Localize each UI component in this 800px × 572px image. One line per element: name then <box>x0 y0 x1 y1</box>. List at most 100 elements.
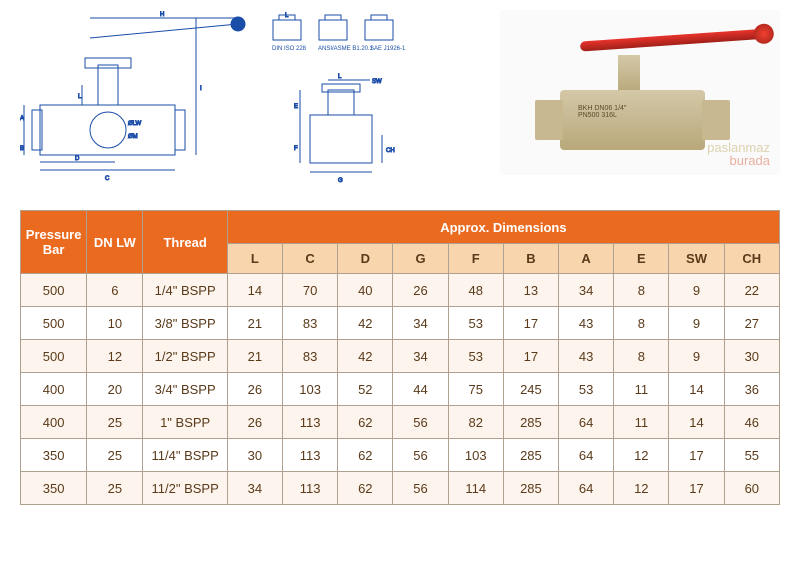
table-cell: 17 <box>669 472 724 505</box>
table-cell: 13 <box>503 274 558 307</box>
col-dimensions: Approx. Dimensions <box>227 211 779 244</box>
table-cell: 21 <box>227 340 282 373</box>
table-cell: 21 <box>227 307 282 340</box>
table-cell: 26 <box>227 406 282 439</box>
table-cell: 9 <box>669 274 724 307</box>
table-row: 400203/4" BSPP2610352447524553111436 <box>21 373 780 406</box>
valve-engraving: BKH DN06 1/4"PN500 316L <box>578 105 626 119</box>
col-ch: CH <box>724 244 779 274</box>
table-cell: 8 <box>614 307 669 340</box>
table-cell: 44 <box>393 373 448 406</box>
table-cell: 56 <box>393 439 448 472</box>
table-cell: 70 <box>283 274 338 307</box>
svg-text:CH: CH <box>386 148 395 154</box>
table-cell: 8 <box>614 340 669 373</box>
table-cell: 12 <box>614 472 669 505</box>
table-cell: 103 <box>448 439 503 472</box>
table-cell: 25 <box>87 472 143 505</box>
table-cell: 11/4" BSPP <box>143 439 227 472</box>
table-cell: 285 <box>503 472 558 505</box>
col-l: L <box>227 244 282 274</box>
col-a: A <box>559 244 614 274</box>
svg-text:L: L <box>285 13 289 19</box>
table-cell: 9 <box>669 340 724 373</box>
table-cell: 12 <box>87 340 143 373</box>
table-cell: 113 <box>283 472 338 505</box>
col-g: G <box>393 244 448 274</box>
table-cell: 46 <box>724 406 779 439</box>
table-cell: 40 <box>338 274 393 307</box>
table-cell: 400 <box>21 373 87 406</box>
diagram-area: H C D A B L ØLW ØM I L DIN ISO 228 ANSI/… <box>0 0 800 205</box>
table-cell: 34 <box>559 274 614 307</box>
table-cell: 3/4" BSPP <box>143 373 227 406</box>
table-row: 500103/8" BSPP218342345317438927 <box>21 307 780 340</box>
svg-text:D: D <box>75 156 80 162</box>
table-cell: 350 <box>21 439 87 472</box>
table-cell: 82 <box>448 406 503 439</box>
table-cell: 62 <box>338 406 393 439</box>
table-cell: 1" BSPP <box>143 406 227 439</box>
table-cell: 56 <box>393 406 448 439</box>
table-header: Pressure Bar DN LW Thread Approx. Dimens… <box>21 211 780 274</box>
table-cell: 500 <box>21 274 87 307</box>
table-cell: 25 <box>87 439 143 472</box>
table-cell: 14 <box>227 274 282 307</box>
valve-handle <box>580 28 770 51</box>
table-cell: 53 <box>559 373 614 406</box>
thread-std-2: ANSI/ASME B1.20.1 <box>318 46 374 52</box>
table-cell: 30 <box>227 439 282 472</box>
table-cell: 500 <box>21 340 87 373</box>
table-cell: 64 <box>559 406 614 439</box>
table-cell: 14 <box>669 373 724 406</box>
table-cell: 17 <box>669 439 724 472</box>
table-row: 400251" BSPP2611362568228564111446 <box>21 406 780 439</box>
table-cell: 34 <box>227 472 282 505</box>
table-cell: 103 <box>283 373 338 406</box>
svg-text:F: F <box>294 146 298 152</box>
valve-stem <box>618 55 640 93</box>
table-cell: 60 <box>724 472 779 505</box>
table-row: 50061/4" BSPP147040264813348922 <box>21 274 780 307</box>
table-cell: 62 <box>338 439 393 472</box>
col-c: C <box>283 244 338 274</box>
table-cell: 3/8" BSPP <box>143 307 227 340</box>
table-cell: 56 <box>393 472 448 505</box>
table-cell: 64 <box>559 439 614 472</box>
table-cell: 43 <box>559 307 614 340</box>
svg-text:I: I <box>200 86 202 92</box>
thread-std-3: SAE J1926-1 <box>370 46 406 52</box>
col-sw: SW <box>669 244 724 274</box>
table-body: 50061/4" BSPP147040264813348922500103/8"… <box>21 274 780 505</box>
table-cell: 11 <box>614 406 669 439</box>
svg-text:C: C <box>105 176 110 182</box>
table-cell: 55 <box>724 439 779 472</box>
table-cell: 75 <box>448 373 503 406</box>
table-cell: 400 <box>21 406 87 439</box>
table-cell: 20 <box>87 373 143 406</box>
watermark: paslanmazburada <box>707 141 770 167</box>
valve-body <box>560 90 705 150</box>
product-photo: BKH DN06 1/4"PN500 316L paslanmazburada <box>500 10 780 175</box>
table-cell: 53 <box>448 307 503 340</box>
table-cell: 34 <box>393 340 448 373</box>
table-cell: 1/2" BSPP <box>143 340 227 373</box>
table-cell: 83 <box>283 340 338 373</box>
table-cell: 48 <box>448 274 503 307</box>
table-cell: 245 <box>503 373 558 406</box>
svg-text:ØM: ØM <box>128 134 138 140</box>
svg-text:ØLW: ØLW <box>128 121 142 127</box>
table-cell: 36 <box>724 373 779 406</box>
thread-std-1: DIN ISO 228 <box>272 46 307 52</box>
dimensions-table: Pressure Bar DN LW Thread Approx. Dimens… <box>20 210 780 505</box>
table-cell: 500 <box>21 307 87 340</box>
technical-drawing: H C D A B L ØLW ØM I L DIN ISO 228 ANSI/… <box>20 10 440 190</box>
table-cell: 42 <box>338 340 393 373</box>
table-cell: 12 <box>614 439 669 472</box>
table-cell: 285 <box>503 406 558 439</box>
table-row: 3502511/4" BSPP30113625610328564121755 <box>21 439 780 472</box>
table-cell: 83 <box>283 307 338 340</box>
table-cell: 26 <box>227 373 282 406</box>
table-cell: 52 <box>338 373 393 406</box>
table-cell: 113 <box>283 439 338 472</box>
